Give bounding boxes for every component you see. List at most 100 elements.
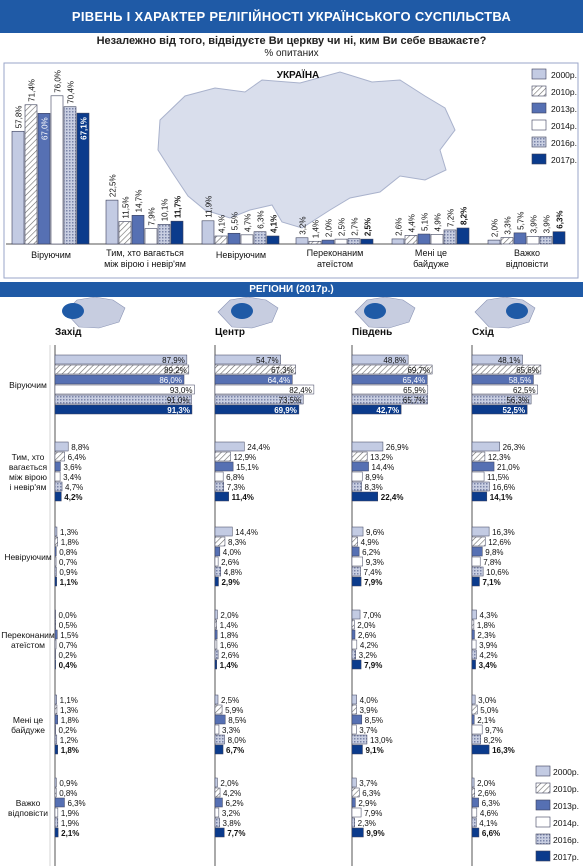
region-bar (471, 787, 475, 798)
ukraine-bar (443, 229, 457, 245)
region-category-label: Віруючим (9, 380, 47, 390)
ukraine-bar (37, 113, 51, 245)
region-data-label: 2,3% (358, 819, 376, 828)
region-bar (214, 817, 220, 828)
region-bar (54, 441, 69, 452)
region-bar (214, 374, 293, 385)
region-data-label: 3,4% (63, 473, 81, 482)
region-data-label: 65,6% (516, 366, 539, 375)
region-bar (471, 797, 479, 808)
region-bar (471, 556, 481, 567)
ukraine-bar (500, 237, 514, 245)
legend-swatch (535, 799, 551, 811)
ukraine-data-label: 10,1% (161, 199, 170, 222)
ukraine-data-label: 2,0% (491, 219, 500, 237)
ukraine-bar (76, 112, 90, 245)
region-bar (471, 546, 483, 557)
region-bar (54, 526, 58, 537)
region-data-label: 8,2% (484, 736, 502, 745)
region-data-label: 9,8% (485, 548, 503, 557)
legend-label: 2013р. (553, 801, 579, 811)
region-bar (54, 817, 59, 828)
regions-title: РЕГІОНИ (2017р.) (0, 282, 583, 297)
ukraine-data-label: 3,2% (299, 217, 308, 235)
region-bar (214, 744, 224, 755)
region-bar (214, 619, 217, 630)
region-bar (351, 797, 356, 808)
ukraine-data-label: 5,5% (231, 212, 240, 230)
region-data-label: 6,2% (225, 799, 243, 808)
region-category-label: атеїстом (11, 640, 45, 650)
region-data-label: 16,3% (492, 746, 515, 755)
region-data-label: 2,6% (478, 789, 496, 798)
region-bar (471, 471, 485, 482)
region-bar (471, 566, 484, 577)
region-data-label: 0,2% (59, 726, 77, 735)
region-data-label: 4,2% (64, 493, 82, 502)
ukraine-bar (404, 235, 418, 245)
region-bar (54, 827, 59, 838)
region-bar (351, 354, 409, 365)
region-bar (351, 694, 357, 705)
region-data-label: 16,3% (492, 528, 515, 537)
region-data-label: 0,7% (59, 558, 77, 567)
ukraine-data-label: 4,1% (218, 215, 227, 233)
region-data-label: 42,7% (376, 406, 399, 415)
region-data-label: 14,1% (490, 493, 513, 502)
region-bar (214, 471, 224, 482)
ukraine-category-label: Невіруючим (216, 250, 266, 260)
legend-label: 2017р. (551, 155, 577, 165)
region-data-label: 48,8% (383, 356, 406, 365)
region-data-label: 62,5% (513, 386, 536, 395)
ukraine-bar (487, 239, 501, 245)
region-data-label: 65,7% (403, 396, 426, 405)
region-data-label: 7,4% (364, 568, 382, 577)
region-bar (214, 354, 281, 365)
ukraine-bar (144, 228, 158, 245)
ukraine-bar (360, 238, 374, 245)
region-data-label: 0,8% (59, 789, 77, 798)
region-bar (54, 451, 65, 462)
region-bar (214, 441, 245, 452)
region-category-label: Мені це (13, 715, 44, 725)
region-name: Південь (352, 327, 392, 338)
ukraine-bar (240, 234, 254, 245)
region-category-label: Невіруючим (4, 552, 52, 562)
region-data-label: 1,3% (60, 528, 78, 537)
region-name: Центр (215, 327, 245, 338)
region-data-label: 7,0% (363, 611, 381, 620)
region-bar (54, 461, 61, 472)
ukraine-panel-frame (3, 62, 579, 279)
region-data-label: 0,8% (59, 548, 77, 557)
region-bar (54, 394, 192, 405)
ukraine-bar (214, 235, 228, 245)
region-data-label: 6,8% (226, 473, 244, 482)
region-data-label: 0,5% (59, 621, 77, 630)
legend-swatch (535, 782, 551, 794)
region-data-label: 5,9% (225, 706, 243, 715)
region-data-label: 7,8% (483, 558, 501, 567)
region-data-label: 1,8% (61, 746, 79, 755)
survey-question: Незалежно від того, відвідуєте Ви церкву… (96, 35, 487, 47)
region-bar (351, 649, 356, 660)
region-bar (214, 384, 315, 395)
ukraine-bar (63, 106, 77, 245)
unit-label: % опитаних (264, 48, 319, 59)
region-data-label: 7,9% (364, 578, 382, 587)
region-data-label: 3,8% (223, 819, 241, 828)
legend-label: 2010р. (551, 87, 577, 97)
legend-swatch (535, 765, 551, 777)
region-bar (54, 807, 59, 818)
ukraine-data-label: 6,3% (556, 210, 565, 228)
region-data-label: 4,2% (360, 641, 378, 650)
ukraine-data-label: 6,3% (257, 210, 266, 228)
ukraine-category-label: між вірою і невір'ям (104, 259, 186, 269)
legend-label: 2013р. (551, 104, 577, 114)
region-bar (214, 777, 218, 788)
region-bar (351, 546, 360, 557)
ukraine-category-label: Тим, хто вагається (106, 248, 184, 258)
ukraine-bar (308, 240, 322, 245)
region-bar (351, 394, 428, 405)
region-bar (214, 724, 220, 735)
region-data-label: 13,2% (370, 453, 393, 462)
